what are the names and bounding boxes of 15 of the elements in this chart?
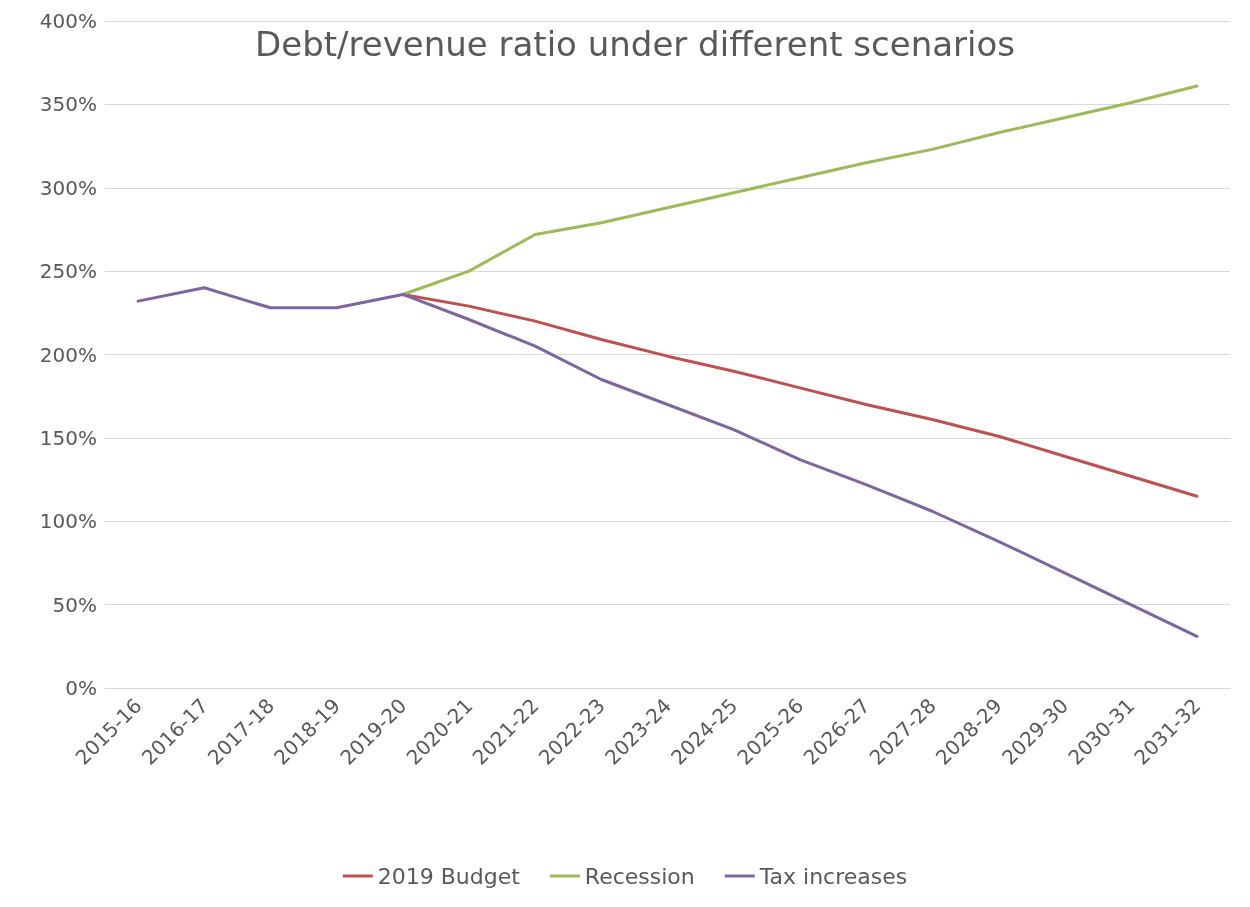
legend-label: 2019 Budget (377, 863, 521, 889)
line-series (136, 286, 1199, 638)
legend-label: Tax increases (758, 863, 908, 889)
legend-label: Recession (584, 863, 695, 889)
y-tick-label: 150% (39, 425, 97, 450)
chart-title: Debt/revenue ratio under different scenarios (255, 24, 1015, 64)
y-tick-label: 0% (65, 676, 97, 700)
y-tick-label: 250% (39, 259, 97, 284)
y-tick-label: 300% (39, 175, 97, 200)
y-tick-label: 400% (39, 9, 97, 33)
y-tick-label: 350% (39, 92, 97, 117)
line-series (401, 84, 1199, 296)
y-tick-label: 100% (39, 509, 97, 534)
y-tick-label: 200% (39, 342, 97, 367)
y-tick-label: 50% (52, 592, 97, 617)
